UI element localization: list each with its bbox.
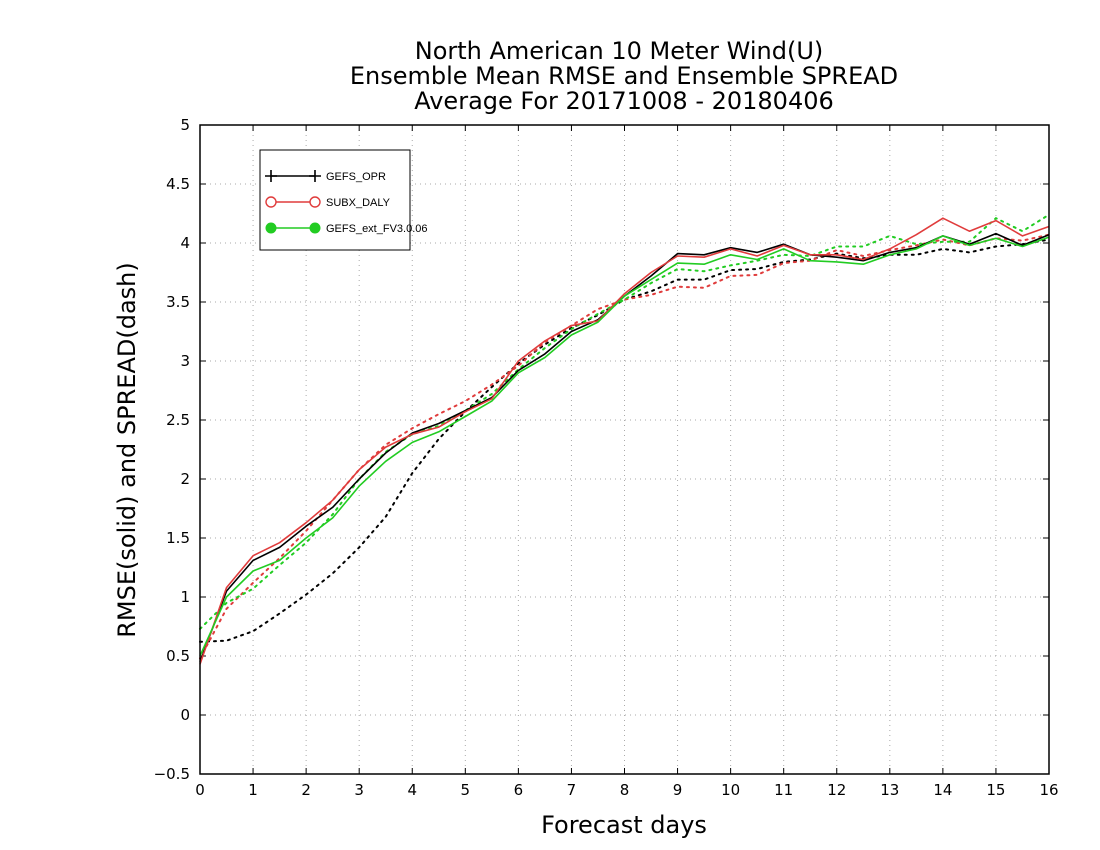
y-tick-label: 4.5 xyxy=(166,175,190,193)
y-tick-label: 2 xyxy=(180,470,190,488)
x-tick-label: 9 xyxy=(673,781,683,799)
x-tick-label: 13 xyxy=(880,781,899,799)
spread-line-gefs-opr xyxy=(199,238,1050,643)
x-tick-label: 5 xyxy=(461,781,471,799)
axis-ticks: 0 1 2 3 4 5 6 7 8 9 10 11 12 13 14 15 16−0.500.511.522.5… xyxy=(154,116,1059,799)
x-tick-label: 0 xyxy=(195,781,205,799)
legend-marker-circle-open xyxy=(309,196,321,208)
rmse-line-gefs-opr xyxy=(199,232,1050,663)
y-tick-label: 0.5 xyxy=(166,647,190,665)
legend-marker-plus xyxy=(265,170,277,182)
rmse-line-gefs-ext-fv3-0-06 xyxy=(199,235,1050,657)
x-tick-label: 6 xyxy=(514,781,524,799)
spread-lines xyxy=(199,213,1050,660)
x-tick-label: 14 xyxy=(933,781,952,799)
x-tick-label: 7 xyxy=(567,781,577,799)
x-tick-label: 15 xyxy=(986,781,1005,799)
y-tick-label: −0.5 xyxy=(154,765,190,783)
y-tick-label: 4 xyxy=(180,234,190,252)
x-tick-label: 11 xyxy=(774,781,793,799)
plot-frame xyxy=(199,124,1050,775)
chart-title-line-3: Average For 20171008 - 20180406 xyxy=(414,87,834,115)
legend-label: SUBX_DALY xyxy=(326,197,391,209)
legend-item-subx-daly: SUBX_DALY xyxy=(265,196,391,209)
rmse-lines xyxy=(199,217,1050,665)
x-tick-label: 4 xyxy=(407,781,417,799)
grid xyxy=(200,125,1049,774)
y-tick-label: 0 xyxy=(180,706,190,724)
legend-label: GEFS_OPR xyxy=(326,171,386,183)
legend-marker-circle-filled xyxy=(309,222,321,234)
legend-box xyxy=(259,149,411,251)
y-tick-label: 5 xyxy=(180,116,190,134)
y-tick-label: 2.5 xyxy=(166,411,190,429)
y-tick-label: 1.5 xyxy=(166,529,190,547)
x-tick-label: 3 xyxy=(354,781,364,799)
spread-line-subx-daly xyxy=(199,233,1050,660)
x-axis-label: Forecast days xyxy=(541,811,707,839)
chart-title-line-1: North American 10 Meter Wind(U) xyxy=(415,37,824,65)
legend-marker-circle-filled xyxy=(265,222,277,234)
y-tick-label: 3.5 xyxy=(166,293,190,311)
x-tick-label: 1 xyxy=(248,781,258,799)
legend-label: GEFS_ext_FV3.0.06 xyxy=(326,223,428,235)
legend-item-gefs-opr: GEFS_OPR xyxy=(265,170,386,183)
legend-marker-plus xyxy=(309,170,321,182)
legend-item-gefs-ext-fv3-0-06: GEFS_ext_FV3.0.06 xyxy=(265,222,428,235)
rmse-line-subx-daly xyxy=(199,217,1050,665)
x-tick-label: 8 xyxy=(620,781,630,799)
x-tick-label: 2 xyxy=(301,781,311,799)
chart-title-line-2: Ensemble Mean RMSE and Ensemble SPREAD xyxy=(350,62,898,90)
y-axis-label: RMSE(solid) and SPREAD(dash) xyxy=(113,262,141,638)
spread-line-gefs-ext-fv3-0-06 xyxy=(199,213,1050,630)
x-tick-label: 12 xyxy=(827,781,846,799)
legend: GEFS_OPR SUBX_DALY GEFS_ext_FV3.0.06 xyxy=(259,149,428,251)
legend-marker-circle-open xyxy=(265,196,277,208)
y-tick-label: 3 xyxy=(180,352,190,370)
x-tick-label: 16 xyxy=(1039,781,1058,799)
x-tick-label: 10 xyxy=(721,781,740,799)
y-tick-label: 1 xyxy=(180,588,190,606)
